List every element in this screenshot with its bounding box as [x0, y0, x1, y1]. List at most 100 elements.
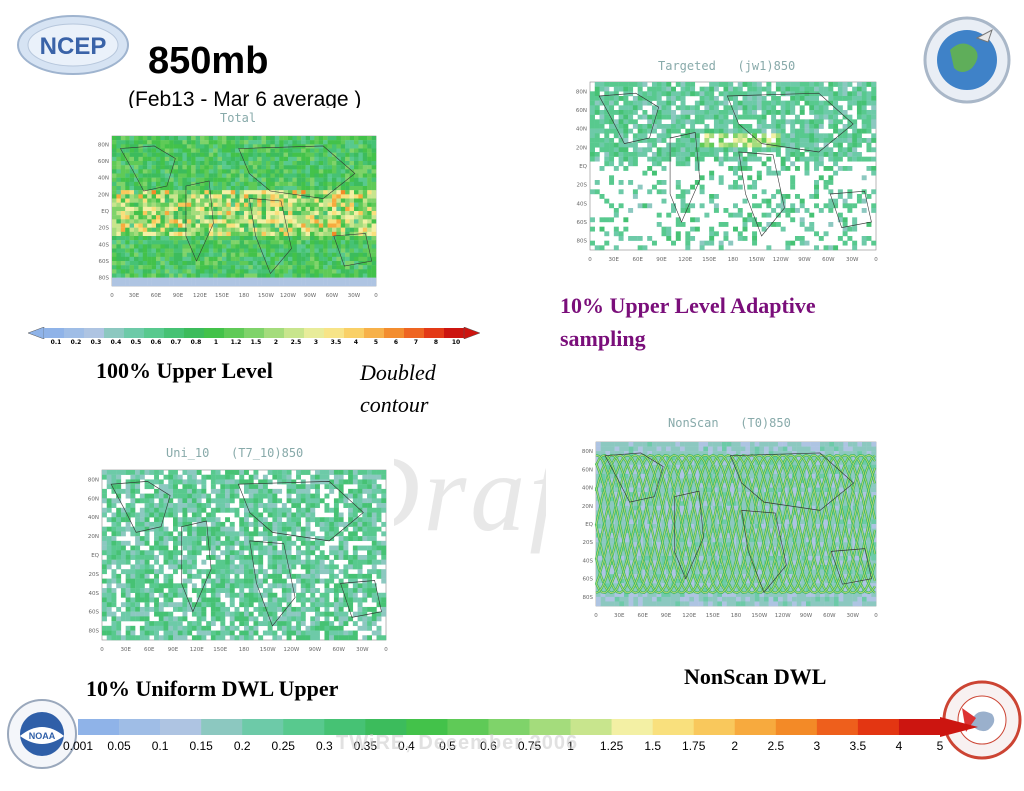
colorbar-main-swatch — [119, 719, 161, 735]
colorbar-main-label: 0.25 — [271, 739, 295, 753]
lat-tick-label: 60S — [99, 259, 110, 265]
lon-tick-label: 150E — [215, 293, 229, 299]
lon-tick-label: 150E — [702, 257, 716, 263]
footer-watermark: TWiRE, December 2006 — [336, 732, 579, 754]
colorbar-small-swatch — [284, 328, 305, 338]
caption-total: 100% Upper Level — [96, 358, 273, 383]
lat-tick-label: 80S — [583, 595, 594, 601]
colorbar-small-label: 1.5 — [250, 339, 262, 346]
colorbar-small-swatch — [404, 328, 425, 338]
colorbar-small-swatch — [44, 328, 65, 338]
lon-tick-label: 60W — [823, 613, 836, 619]
lon-tick-label: 30W — [846, 257, 859, 263]
note-doubled-contour: Doubled contour — [360, 357, 480, 421]
caption-adaptive-line2: sampling — [560, 326, 646, 351]
colorbar-main-label: 3.5 — [849, 739, 867, 753]
ncep-logo: NCEP — [17, 15, 129, 75]
colorbar-main-label: 1.75 — [682, 739, 706, 753]
lon-tick-label: 0 — [100, 647, 104, 653]
lon-tick-label: 90W — [304, 293, 317, 299]
lat-tick-label: 40S — [583, 558, 594, 564]
lon-tick-label: 120E — [190, 647, 204, 653]
lat-tick-label: 40S — [99, 242, 110, 248]
slide-subtitle: (Feb13 - Mar 6 average ) — [128, 88, 362, 111]
colorbar-small-swatch — [184, 328, 205, 338]
lon-tick-label: 30W — [846, 613, 859, 619]
colorbar-main-label: 0.1 — [151, 739, 169, 753]
lat-tick-label: 80N — [576, 89, 587, 95]
lat-tick-label: EQ — [579, 164, 587, 170]
colorbar-small-swatch — [304, 328, 325, 338]
lon-tick-label: 90W — [309, 647, 322, 653]
lon-tick-label: 150W — [258, 293, 274, 299]
lat-tick-label: 40N — [582, 486, 593, 492]
lat-tick-label: 60N — [582, 467, 593, 473]
lat-tick-label: 20S — [89, 572, 100, 578]
colorbar-main-label: 1.25 — [599, 739, 624, 753]
colorbar-small-swatch — [204, 328, 225, 338]
ncep-logo-text: NCEP — [40, 33, 107, 60]
colorbar-small-label: 4 — [353, 339, 359, 346]
caption-uniform: 10% Uniform DWL Upper — [86, 676, 339, 701]
colorbar-main-label: 0.001 — [62, 739, 94, 753]
lat-tick-label: 40N — [576, 127, 587, 133]
colorbar-small-label: 8 — [433, 339, 439, 346]
world-map-total: 80N 60N 40N 20N EQ 20S 40S 60S 80S 0 30E 60E 90E 120E… — [98, 135, 378, 299]
colorbar-small-arrow-left — [28, 327, 45, 339]
colorbar-main-label: 0.15 — [189, 739, 213, 753]
colorbar-small-label: 0.7 — [170, 339, 182, 346]
lon-tick-label: 120E — [193, 293, 207, 299]
nws-logo — [942, 680, 1022, 760]
lon-tick-label: 120W — [775, 613, 791, 619]
lat-tick-label: 80N — [88, 477, 99, 483]
colorbar-main-label: 2.5 — [767, 739, 785, 753]
lon-tick-label: 0 — [874, 613, 878, 619]
lon-tick-label: 150E — [213, 647, 227, 653]
lat-tick-label: 20N — [88, 534, 99, 540]
lon-tick-label: 90E — [168, 647, 179, 653]
lon-tick-label: 180 — [728, 257, 739, 263]
colorbar-small-labels: 0.1 0.2 0.3 0.4 0.5 0.6 0.7 0.8 1 1.2 1.5 2 2.5 3 3.5 4… — [30, 339, 480, 349]
colorbar-main — [78, 717, 978, 737]
colorbar-small-label: 0.5 — [130, 339, 142, 346]
lat-tick-label: 60N — [98, 159, 109, 165]
colorbar-main-swatch — [611, 719, 653, 735]
colorbar-main-swatch — [283, 719, 325, 735]
colorbar-main-swatch — [816, 719, 859, 735]
colorbar-small-label: 0.1 — [50, 339, 62, 346]
lat-tick-label: 80N — [582, 449, 593, 455]
colorbar-small-label: 6 — [393, 339, 399, 346]
colorbar-main-swatch — [365, 719, 407, 735]
colorbar-main-label: 1 — [567, 739, 574, 753]
lat-tick-label: 20N — [582, 504, 593, 510]
world-map-uniform: 80N 60N 40N 20N EQ 20S 40S 60S 80S 0 30E 60E 90E 120E… — [88, 469, 388, 653]
lon-tick-label: 0 — [588, 257, 592, 263]
colorbar-small-swatch — [144, 328, 165, 338]
lat-tick-label: 40S — [577, 201, 588, 207]
slide-title: 850mb — [148, 40, 269, 82]
lon-tick-label: 60W — [332, 647, 345, 653]
lon-tick-label: 90E — [173, 293, 184, 299]
lon-tick-label: 60E — [151, 293, 162, 299]
lon-tick-label: 30E — [129, 293, 140, 299]
colorbar-main-swatch — [693, 719, 736, 735]
lon-tick-label: 90E — [656, 257, 667, 263]
colorbar-small-swatch — [164, 328, 185, 338]
colorbar-small-label: 10 — [451, 339, 461, 346]
panel-title: Uni_10 (T7_10)850 — [166, 446, 304, 460]
colorbar-small-arrow-right — [463, 327, 480, 339]
lon-tick-label: 0 — [110, 293, 114, 299]
colorbar-small-swatch — [384, 328, 405, 338]
colorbar-small-label: 0.3 — [90, 339, 102, 346]
colorbar-main-swatch — [529, 719, 571, 735]
colorbar-small-label: 7 — [413, 339, 419, 346]
lat-tick-label: 20S — [99, 226, 110, 232]
lon-tick-label: 120W — [280, 293, 296, 299]
lat-tick-label: 40S — [89, 591, 100, 597]
lon-tick-label: 150W — [749, 257, 765, 263]
lon-tick-label: 150W — [751, 613, 767, 619]
colorbar-small-swatch — [364, 328, 385, 338]
colorbar-main-swatch — [898, 719, 941, 735]
colorbar-small-swatch — [124, 328, 145, 338]
lat-tick-label: 80N — [98, 142, 109, 148]
